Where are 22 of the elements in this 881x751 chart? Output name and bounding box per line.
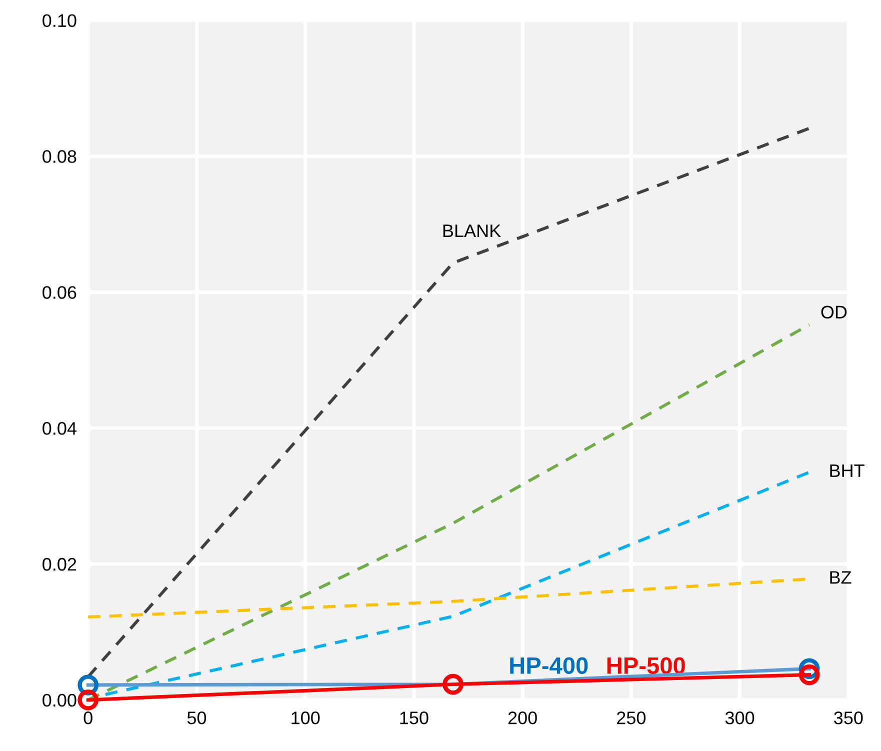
x-tick-label: 50	[187, 712, 206, 724]
y-tick-label: 0.06	[42, 286, 76, 299]
point	[78, 690, 99, 710]
x-tick-label: 0	[84, 712, 92, 724]
y-tick-label: 0.02	[42, 558, 76, 571]
x-tick-label: 350	[834, 712, 863, 724]
y-tick-label: 0.00	[42, 694, 76, 707]
y-tick-label: 0.08	[42, 150, 76, 163]
series-label: HP-400	[510, 657, 588, 674]
series-label: BZ	[830, 571, 852, 584]
y-tick-label: 0.10	[42, 14, 76, 27]
x-tick-label: 250	[617, 712, 646, 724]
point	[798, 664, 820, 686]
y-tick-label: 0.04	[42, 422, 76, 435]
x-tick-label: 300	[725, 712, 754, 724]
x-tick-label: 200	[508, 712, 537, 724]
x-tick-label: 150	[400, 712, 428, 724]
series-label: BLANK	[443, 224, 501, 238]
x-tick-label: 100	[292, 712, 320, 724]
series-label: HP-500	[607, 657, 685, 674]
series-label: BHT	[830, 464, 864, 477]
series-label: OD	[821, 306, 847, 318]
